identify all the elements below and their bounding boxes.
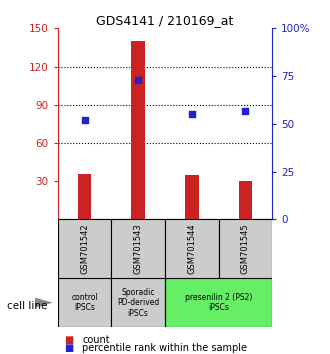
Point	[136, 77, 141, 83]
Text: control
IPSCs: control IPSCs	[71, 293, 98, 312]
Text: cell line: cell line	[7, 301, 47, 311]
Bar	[131, 41, 145, 219]
Point	[243, 108, 248, 113]
Bar	[58, 278, 112, 327]
Point	[189, 112, 194, 117]
Point	[82, 117, 87, 123]
Text: GSM701544: GSM701544	[187, 223, 196, 274]
Text: GSM701545: GSM701545	[241, 223, 250, 274]
Text: ■: ■	[64, 335, 74, 345]
Bar	[112, 278, 165, 327]
Bar	[239, 181, 252, 219]
Bar	[218, 219, 272, 278]
Text: GSM701543: GSM701543	[134, 223, 143, 274]
Text: percentile rank within the sample: percentile rank within the sample	[82, 343, 248, 353]
Bar	[112, 219, 165, 278]
Bar	[185, 175, 199, 219]
Bar	[78, 173, 91, 219]
Text: count: count	[82, 335, 110, 345]
Text: GSM701542: GSM701542	[80, 223, 89, 274]
Title: GDS4141 / 210169_at: GDS4141 / 210169_at	[96, 14, 234, 27]
Bar	[165, 219, 218, 278]
Bar	[58, 219, 112, 278]
Text: Sporadic
PD-derived
iPSCs: Sporadic PD-derived iPSCs	[117, 288, 159, 318]
Polygon shape	[35, 298, 53, 308]
Text: presenilin 2 (PS2)
iPSCs: presenilin 2 (PS2) iPSCs	[185, 293, 252, 312]
Text: ■: ■	[64, 343, 74, 353]
Bar	[165, 278, 272, 327]
